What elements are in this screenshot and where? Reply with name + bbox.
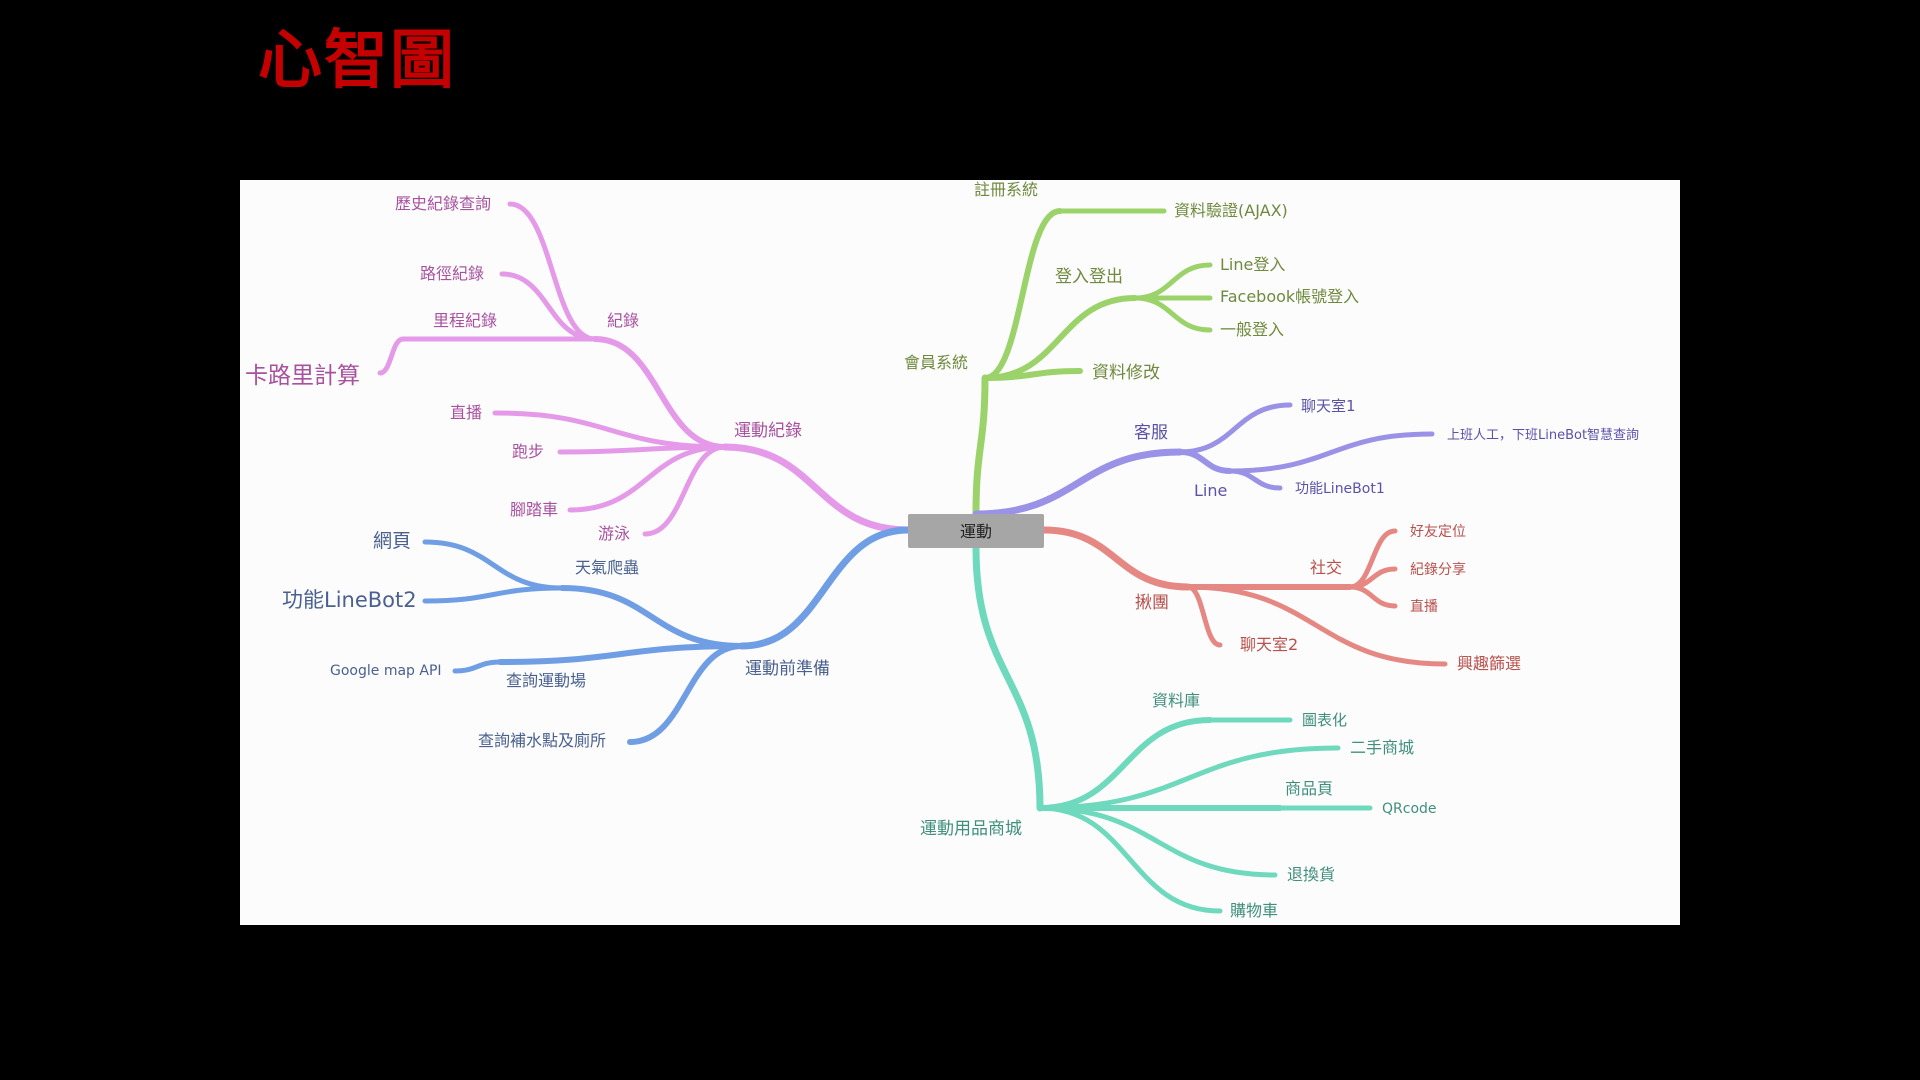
branch-line	[1037, 805, 1223, 914]
mindmap-labels: 運動紀錄紀錄歷史紀錄查詢路徑紀錄里程紀錄卡路里計算直播跑步腳踏車游泳運動前準備天…	[245, 180, 1639, 920]
node-general-login: 一般登入	[1220, 320, 1284, 339]
branch-line	[1037, 805, 1278, 878]
node-function-linebot2: 功能LineBot2	[282, 588, 417, 612]
branch-line	[1177, 402, 1293, 455]
branch-group	[1040, 526, 1192, 591]
node-group-up: 揪團	[1135, 593, 1169, 613]
node-social: 社交	[1310, 558, 1342, 577]
branch-service	[972, 448, 1184, 518]
node-human-linebot: 上班人工，下班LineBot智慧查詢	[1447, 427, 1639, 443]
node-chatroom2: 聊天室2	[1240, 635, 1298, 654]
branch-line	[567, 444, 728, 513]
node-prep: 運動前準備	[745, 659, 830, 679]
node-second-hand: 二手商城	[1350, 738, 1414, 757]
node-google-map-api: Google map API	[330, 663, 442, 679]
node-function-linebot1: 功能LineBot1	[1295, 481, 1385, 497]
branch-line	[1227, 431, 1435, 474]
node-register: 註冊系統	[974, 180, 1038, 199]
node-return-exchange: 退換貨	[1287, 865, 1335, 884]
branch-line	[452, 659, 503, 674]
branch-line	[1185, 584, 1448, 667]
branch-line	[642, 444, 728, 537]
node-sports-shop: 運動用品商城	[920, 819, 1022, 839]
branch-line	[1227, 468, 1283, 491]
branch-shop	[972, 544, 1044, 812]
node-weather-crawler: 天氣爬蟲	[575, 558, 639, 577]
node-line-login: Line登入	[1220, 255, 1285, 274]
node-product-page: 商品頁	[1285, 779, 1333, 798]
node-profile-edit: 資料修改	[1092, 363, 1160, 383]
node-record: 紀錄	[607, 311, 639, 330]
node-cycling: 腳踏車	[510, 500, 558, 519]
node-history-query: 歷史紀錄查詢	[395, 194, 491, 213]
branch-line	[1037, 717, 1213, 811]
branch-prep	[738, 526, 912, 650]
node-login-logout: 登入登出	[1055, 267, 1123, 287]
node-chart-visual: 圖表化	[1302, 711, 1347, 729]
branch-line	[507, 201, 598, 342]
mindmap-edges	[377, 201, 1448, 914]
root-node-label: 運動	[960, 522, 992, 541]
branch-member	[972, 374, 989, 518]
node-line: Line	[1194, 481, 1227, 500]
node-mileage-record: 里程紀錄	[433, 311, 497, 330]
node-member-system: 會員系統	[904, 353, 968, 372]
node-interest-filter: 興趣篩選	[1457, 654, 1521, 673]
branch-line	[592, 336, 728, 450]
branch-line	[627, 643, 745, 745]
branch-line	[422, 585, 565, 604]
branch-line	[422, 539, 565, 591]
branch-exercise-record	[721, 443, 912, 534]
node-qrcode: QRcode	[1382, 801, 1437, 817]
node-webpage: 網頁	[373, 530, 411, 552]
node-database: 資料庫	[1152, 691, 1200, 710]
node-venue-search: 查詢運動場	[506, 671, 586, 690]
branch-line	[1347, 584, 1398, 609]
branch-line	[1347, 566, 1398, 590]
node-chatroom1: 聊天室1	[1301, 397, 1356, 415]
branch-line	[982, 368, 1083, 381]
node-data-validation: 資料驗證(AJAX)	[1174, 201, 1288, 220]
node-facebook-login: Facebook帳號登入	[1220, 287, 1359, 306]
mindmap-canvas: 運動紀錄 紀錄 歷史紀錄查詢 路徑紀錄 里程紀錄 卡路里計算 直播 跑步 腳踏車 游泳 運動前準備天…	[240, 180, 1680, 925]
node-live-stream: 直播	[450, 403, 482, 422]
node-live-stream-social: 直播	[1410, 598, 1438, 615]
branch-line	[982, 208, 1063, 381]
branch-line	[1132, 262, 1213, 301]
branch-line	[499, 271, 598, 342]
branch-line	[557, 444, 728, 455]
node-shopping-cart: 購物車	[1230, 901, 1278, 920]
branch-line	[1132, 295, 1213, 333]
branch-line	[377, 336, 406, 376]
root-node-box	[908, 514, 1044, 548]
node-record-share: 紀錄分享	[1410, 561, 1466, 578]
node-water-toilet: 查詢補水點及廁所	[478, 731, 606, 750]
mindmap-diagram: 運動紀錄紀錄歷史紀錄查詢路徑紀錄里程紀錄卡路里計算直播跑步腳踏車游泳運動前準備天…	[245, 180, 1639, 920]
node-route-record: 路徑紀錄	[420, 264, 484, 283]
node-exercise-record: 運動紀錄	[734, 421, 802, 441]
node-calorie: 卡路里計算	[245, 363, 360, 389]
branch-line	[1177, 449, 1233, 474]
branch-line	[559, 585, 745, 649]
branch-line	[497, 643, 745, 665]
node-swimming: 游泳	[598, 524, 630, 543]
node-customer-service: 客服	[1134, 423, 1168, 443]
node-running: 跑步	[512, 442, 544, 461]
node-friend-location: 好友定位	[1410, 524, 1466, 540]
branch-line	[1185, 584, 1223, 648]
slide-title: 心智圖	[258, 24, 456, 98]
